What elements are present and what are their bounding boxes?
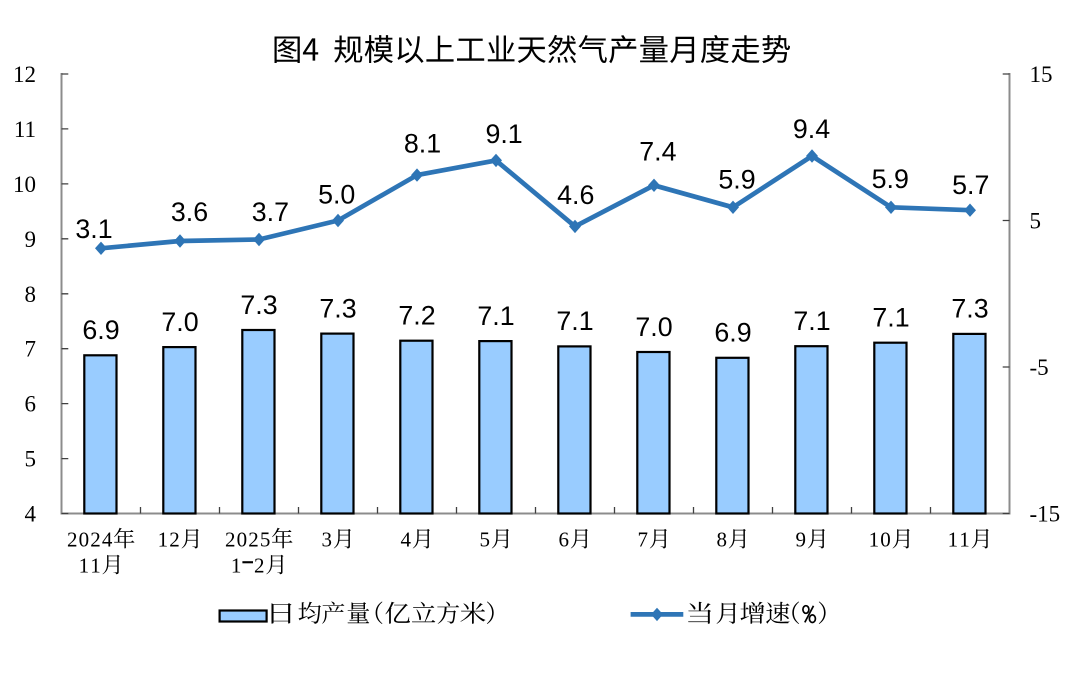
svg-text:0: 0 bbox=[237, 528, 248, 552]
svg-text:5: 5 bbox=[25, 447, 37, 472]
svg-text:2: 2 bbox=[248, 528, 259, 552]
svg-text:7.0: 7.0 bbox=[635, 312, 672, 342]
svg-text:9.4: 9.4 bbox=[793, 114, 830, 144]
svg-text:2: 2 bbox=[67, 528, 78, 552]
svg-text:7.3: 7.3 bbox=[951, 294, 988, 324]
svg-text:3: 3 bbox=[321, 528, 332, 552]
svg-text:6.9: 6.9 bbox=[82, 315, 119, 345]
svg-text:7.1: 7.1 bbox=[477, 301, 514, 331]
svg-text:9.1: 9.1 bbox=[485, 119, 522, 149]
svg-text:5.0: 5.0 bbox=[318, 179, 355, 209]
svg-text:7.1: 7.1 bbox=[793, 306, 830, 336]
svg-text:8: 8 bbox=[25, 282, 37, 307]
svg-text:8: 8 bbox=[716, 528, 727, 552]
svg-text:10: 10 bbox=[13, 172, 36, 197]
svg-text:1: 1 bbox=[158, 528, 169, 552]
svg-text:7.0: 7.0 bbox=[161, 307, 198, 337]
svg-text:6: 6 bbox=[25, 392, 37, 417]
svg-text:3.6: 3.6 bbox=[171, 197, 208, 227]
svg-text:7: 7 bbox=[637, 528, 648, 552]
svg-text:5.9: 5.9 bbox=[872, 164, 909, 194]
svg-text:6: 6 bbox=[558, 528, 569, 552]
svg-text:11: 11 bbox=[14, 117, 36, 142]
svg-text:15: 15 bbox=[1030, 62, 1053, 87]
svg-text:1: 1 bbox=[79, 554, 90, 578]
svg-text:4: 4 bbox=[102, 528, 113, 552]
svg-text:7.1: 7.1 bbox=[872, 303, 909, 333]
svg-text:4: 4 bbox=[25, 502, 37, 527]
svg-text:7: 7 bbox=[25, 337, 37, 362]
svg-text:2: 2 bbox=[90, 528, 101, 552]
svg-text:1: 1 bbox=[231, 554, 242, 578]
svg-text:2: 2 bbox=[254, 554, 265, 578]
svg-text:3.7: 3.7 bbox=[252, 197, 289, 227]
svg-text:7.4: 7.4 bbox=[639, 136, 676, 166]
svg-text:1: 1 bbox=[959, 528, 970, 552]
svg-text:9: 9 bbox=[25, 227, 37, 252]
svg-text:5.7: 5.7 bbox=[952, 170, 989, 200]
svg-text:9: 9 bbox=[795, 528, 806, 552]
svg-text:4.6: 4.6 bbox=[557, 180, 594, 210]
svg-text:5: 5 bbox=[260, 528, 271, 552]
svg-text:7.2: 7.2 bbox=[398, 301, 435, 331]
svg-text:5: 5 bbox=[1030, 209, 1042, 234]
svg-text:8.1: 8.1 bbox=[404, 129, 441, 159]
svg-text:1: 1 bbox=[869, 528, 880, 552]
svg-text:7.3: 7.3 bbox=[319, 293, 356, 323]
svg-text:-15: -15 bbox=[1030, 502, 1061, 527]
svg-text:1: 1 bbox=[948, 528, 959, 552]
svg-text:3.1: 3.1 bbox=[75, 214, 112, 244]
svg-text:6.9: 6.9 bbox=[714, 318, 751, 348]
svg-text:7.1: 7.1 bbox=[556, 306, 593, 336]
svg-text:2: 2 bbox=[169, 528, 180, 552]
svg-text:0: 0 bbox=[880, 528, 891, 552]
svg-text:2: 2 bbox=[225, 528, 236, 552]
svg-text:0: 0 bbox=[79, 528, 90, 552]
svg-text:1: 1 bbox=[90, 554, 101, 578]
svg-text:7.3: 7.3 bbox=[240, 290, 277, 320]
svg-text:4: 4 bbox=[400, 528, 411, 552]
svg-text:5: 5 bbox=[479, 528, 490, 552]
svg-text:12: 12 bbox=[13, 62, 36, 87]
svg-text:-5: -5 bbox=[1030, 355, 1049, 380]
svg-text:5.9: 5.9 bbox=[718, 165, 755, 195]
